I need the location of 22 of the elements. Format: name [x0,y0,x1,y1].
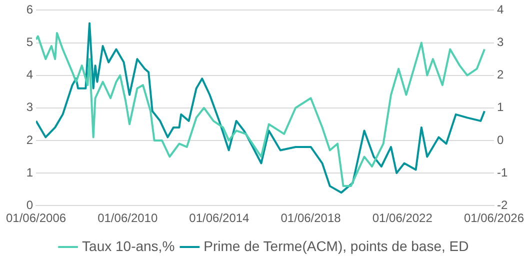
y-tick-label: 5 [26,35,34,50]
y2-tick-label: 4 [496,2,504,17]
x-tick-label: 01/06/2006 [6,211,66,226]
x-tick-label: 01/06/2026 [464,211,524,226]
y2-tick-label: 0 [496,132,504,147]
x-tick-label: 01/06/2018 [280,211,342,226]
x-tick-label: 01/06/2014 [189,211,250,226]
y-tick-label: 6 [26,2,34,17]
y2-tick-label: -1 [496,165,508,180]
legend-label: Prime de Terme(ACM), points de base, ED [204,238,469,254]
x-tick-label: 01/06/2022 [372,211,433,226]
y2-tick-label: 2 [496,68,504,82]
y2-tick-label: 3 [496,35,504,50]
legend-label: Taux 10-ans,% [82,238,175,254]
y-tick-label: 1 [26,165,34,180]
x-tick-label: 01/06/2010 [98,211,158,226]
y2-tick-label: -2 [496,198,508,212]
y-tick-label: 4 [26,68,34,82]
y-tick-label: 2 [26,132,34,147]
y-tick-label: 3 [26,100,34,114]
y2-tick-label: 1 [496,100,504,114]
y-tick-label: 0 [26,198,34,212]
